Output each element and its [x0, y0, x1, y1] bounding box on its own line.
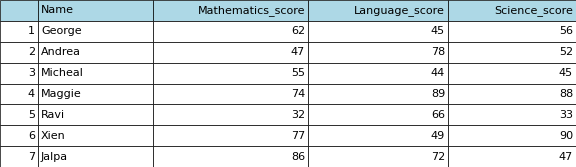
Bar	[0, 42, 38, 63]
Bar	[448, 146, 576, 167]
Text: Science_score: Science_score	[494, 5, 573, 16]
Bar	[38, 84, 153, 104]
Bar	[308, 21, 448, 42]
Text: 1: 1	[28, 26, 35, 36]
Text: 74: 74	[291, 89, 305, 99]
Text: 5: 5	[28, 110, 35, 120]
Text: 62: 62	[291, 26, 305, 36]
Bar	[153, 125, 308, 146]
Text: Xien: Xien	[41, 131, 66, 141]
Bar	[448, 84, 576, 104]
Bar	[153, 63, 308, 84]
Bar	[153, 84, 308, 104]
Text: Micheal: Micheal	[41, 68, 84, 78]
Bar	[38, 21, 153, 42]
Bar	[153, 146, 308, 167]
Bar	[153, 0, 308, 21]
Bar	[38, 0, 153, 21]
Text: 4: 4	[28, 89, 35, 99]
Bar	[448, 104, 576, 125]
Text: 52: 52	[559, 47, 573, 57]
Bar	[448, 21, 576, 42]
Text: Maggie: Maggie	[41, 89, 82, 99]
Text: 6: 6	[28, 131, 35, 141]
Bar	[448, 42, 576, 63]
Bar	[0, 0, 38, 21]
Bar	[0, 21, 38, 42]
Text: 7: 7	[28, 152, 35, 161]
Bar	[0, 104, 38, 125]
Bar	[308, 104, 448, 125]
Bar	[153, 42, 308, 63]
Bar	[308, 42, 448, 63]
Text: 86: 86	[291, 152, 305, 161]
Bar	[448, 63, 576, 84]
Text: Mathematics_score: Mathematics_score	[198, 5, 305, 16]
Text: 89: 89	[431, 89, 445, 99]
Text: 2: 2	[28, 47, 35, 57]
Bar	[38, 63, 153, 84]
Text: 47: 47	[291, 47, 305, 57]
Text: 47: 47	[559, 152, 573, 161]
Bar	[38, 146, 153, 167]
Text: Name: Name	[41, 6, 74, 15]
Text: 44: 44	[431, 68, 445, 78]
Bar	[0, 84, 38, 104]
Text: Andrea: Andrea	[41, 47, 81, 57]
Bar	[0, 125, 38, 146]
Text: 3: 3	[28, 68, 35, 78]
Text: 55: 55	[291, 68, 305, 78]
Bar	[0, 146, 38, 167]
Bar	[448, 0, 576, 21]
Text: Ravi: Ravi	[41, 110, 65, 120]
Text: 78: 78	[431, 47, 445, 57]
Bar	[38, 42, 153, 63]
Text: 88: 88	[559, 89, 573, 99]
Text: 33: 33	[559, 110, 573, 120]
Bar	[308, 0, 448, 21]
Text: 32: 32	[291, 110, 305, 120]
Bar	[308, 84, 448, 104]
Text: 77: 77	[291, 131, 305, 141]
Bar	[38, 104, 153, 125]
Text: 45: 45	[431, 26, 445, 36]
Text: Language_score: Language_score	[354, 5, 445, 16]
Text: 90: 90	[559, 131, 573, 141]
Bar	[308, 146, 448, 167]
Bar	[153, 104, 308, 125]
Text: 56: 56	[559, 26, 573, 36]
Text: 72: 72	[431, 152, 445, 161]
Bar	[448, 125, 576, 146]
Text: Jalpa: Jalpa	[41, 152, 68, 161]
Bar	[153, 21, 308, 42]
Text: 66: 66	[431, 110, 445, 120]
Bar	[308, 63, 448, 84]
Bar	[308, 125, 448, 146]
Text: 49: 49	[431, 131, 445, 141]
Text: 45: 45	[559, 68, 573, 78]
Bar	[38, 125, 153, 146]
Text: George: George	[41, 26, 82, 36]
Bar	[0, 63, 38, 84]
